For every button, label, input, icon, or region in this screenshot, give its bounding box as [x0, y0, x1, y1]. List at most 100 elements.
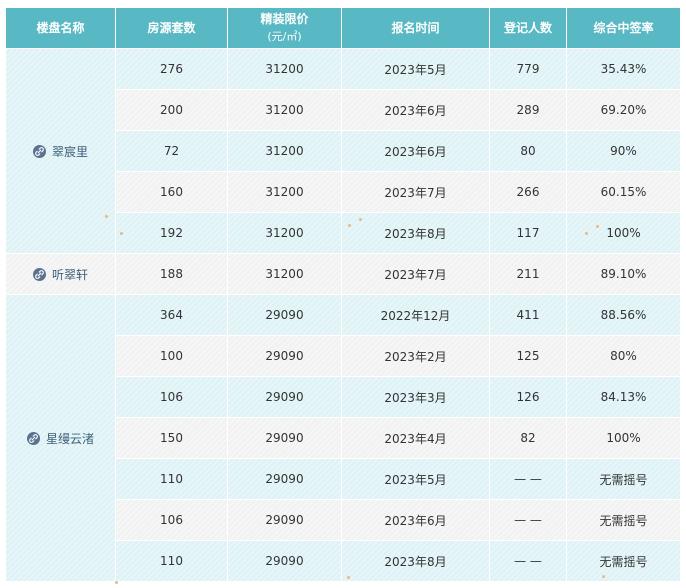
- cell-registered: 117: [489, 212, 567, 254]
- cell-price: 29090: [227, 499, 342, 541]
- table-row: 106 29090 2023年3月 126 84.13%: [6, 376, 681, 418]
- cell-time: 2023年7月: [341, 253, 490, 295]
- cell-time: 2023年6月: [341, 89, 490, 131]
- link-icon: [26, 431, 40, 445]
- cell-rate: 60.15%: [566, 171, 681, 213]
- table-row: 150 29090 2023年4月 82 100%: [6, 417, 681, 459]
- cell-time: 2023年7月: [341, 171, 490, 213]
- cell-price: 29090: [227, 376, 342, 418]
- decor-dot: [348, 224, 351, 227]
- cell-units: 276: [115, 48, 228, 90]
- cell-time: 2023年6月: [341, 130, 490, 172]
- cell-registered: — —: [489, 540, 567, 582]
- project-name-cell[interactable]: 听翠轩: [5, 253, 116, 295]
- project-name-cell[interactable]: 翠宸里: [5, 48, 116, 254]
- cell-units: 110: [115, 458, 228, 500]
- cell-rate: 100%: [566, 212, 681, 254]
- table-row: 160 31200 2023年7月 266 60.15%: [6, 171, 681, 213]
- table-row: 翠宸里 276 31200 2023年5月 779 35.43%: [5, 48, 681, 254]
- cell-time: 2023年5月: [341, 48, 490, 90]
- decor-dot: [120, 232, 123, 235]
- cell-price: 29090: [227, 335, 342, 377]
- cell-rate: 69.20%: [566, 89, 681, 131]
- table-row: 110 29090 2023年8月 — — 无需摇号: [6, 540, 681, 582]
- decor-dot: [115, 581, 118, 584]
- link-icon: [32, 144, 46, 158]
- cell-rate: 100%: [566, 417, 681, 459]
- cell-registered: 411: [489, 294, 567, 336]
- header-name: 楼盘名称: [5, 7, 116, 49]
- cell-time: 2023年8月: [341, 212, 490, 254]
- cell-price: 31200: [227, 253, 342, 295]
- table-row: 110 29090 2023年5月 — — 无需摇号: [6, 458, 681, 500]
- cell-registered: 125: [489, 335, 567, 377]
- project-name[interactable]: 听翠轩: [51, 267, 88, 282]
- housing-lottery-table: 楼盘名称 房源套数 精装限价 (元/㎡) 报名时间 登记人数 综合中签率 翠宸里…: [5, 7, 681, 582]
- cell-units: 160: [115, 171, 228, 213]
- cell-units: 188: [115, 253, 228, 295]
- cell-registered: 80: [489, 130, 567, 172]
- table-row: 听翠轩 188 31200 2023年7月 211 89.10%: [5, 253, 681, 295]
- cell-registered: 211: [489, 253, 567, 295]
- table-row: 106 29090 2023年6月 — — 无需摇号: [6, 499, 681, 541]
- link-icon: [32, 267, 46, 281]
- cell-price: 31200: [227, 171, 342, 213]
- cell-units: 100: [115, 335, 228, 377]
- cell-time: 2023年4月: [341, 417, 490, 459]
- cell-units: 200: [115, 89, 228, 131]
- cell-price: 31200: [227, 89, 342, 131]
- header-price-unit: (元/㎡): [267, 30, 302, 43]
- cell-time: 2023年5月: [341, 458, 490, 500]
- cell-units: 364: [115, 294, 228, 336]
- decor-dot: [602, 575, 605, 578]
- table-row: 100 29090 2023年2月 125 80%: [6, 335, 681, 377]
- decor-dot: [596, 225, 599, 228]
- table-row: 星缦云渚 364 29090 2022年12月 411 88.56%: [5, 294, 681, 582]
- header-rate: 综合中签率: [566, 7, 681, 49]
- cell-registered: 126: [489, 376, 567, 418]
- decor-dot: [105, 215, 108, 218]
- header-registered: 登记人数: [489, 7, 567, 49]
- cell-registered: — —: [489, 458, 567, 500]
- cell-registered: 289: [489, 89, 567, 131]
- table-row: 192 31200 2023年8月 117 100%: [6, 212, 681, 254]
- cell-time: 2023年6月: [341, 499, 490, 541]
- cell-price: 29090: [227, 417, 342, 459]
- cell-rate: 无需摇号: [566, 540, 681, 582]
- decor-dot: [347, 576, 350, 579]
- header-time: 报名时间: [341, 7, 490, 49]
- cell-price: 29090: [227, 458, 342, 500]
- cell-rate: 88.56%: [566, 294, 681, 336]
- project-name-cell[interactable]: 星缦云渚: [5, 294, 116, 582]
- cell-registered: 779: [489, 48, 567, 90]
- cell-time: 2023年3月: [341, 376, 490, 418]
- cell-units: 110: [115, 540, 228, 582]
- cell-registered: 266: [489, 171, 567, 213]
- cell-rate: 84.13%: [566, 376, 681, 418]
- cell-rate: 90%: [566, 130, 681, 172]
- cell-units: 192: [115, 212, 228, 254]
- table-row: 72 31200 2023年6月 80 90%: [6, 130, 681, 172]
- cell-units: 106: [115, 499, 228, 541]
- cell-registered: 82: [489, 417, 567, 459]
- cell-rate: 无需摇号: [566, 458, 681, 500]
- cell-price: 29090: [227, 540, 342, 582]
- cell-units: 72: [115, 130, 228, 172]
- project-name[interactable]: 翠宸里: [51, 144, 88, 159]
- cell-price: 29090: [227, 294, 342, 336]
- cell-time: 2023年2月: [341, 335, 490, 377]
- cell-price: 31200: [227, 130, 342, 172]
- cell-price: 31200: [227, 48, 342, 90]
- project-name[interactable]: 星缦云渚: [45, 431, 94, 446]
- decor-dot: [359, 218, 362, 221]
- cell-time: 2022年12月: [341, 294, 490, 336]
- decor-dot: [585, 232, 588, 235]
- cell-price: 31200: [227, 212, 342, 254]
- cell-rate: 无需摇号: [566, 499, 681, 541]
- table-row: 200 31200 2023年6月 289 69.20%: [6, 89, 681, 131]
- cell-units: 150: [115, 417, 228, 459]
- cell-rate: 89.10%: [566, 253, 681, 295]
- cell-rate: 80%: [566, 335, 681, 377]
- header-units: 房源套数: [115, 7, 228, 49]
